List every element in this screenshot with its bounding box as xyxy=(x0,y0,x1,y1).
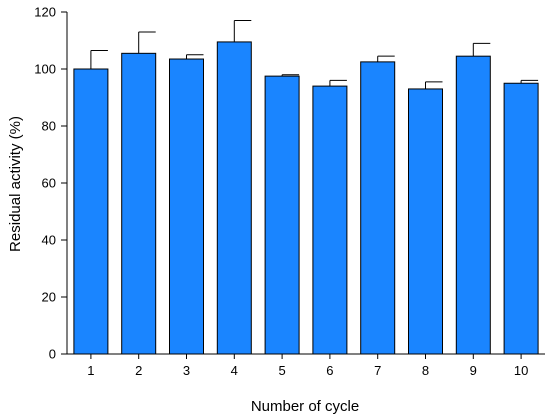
bar xyxy=(408,88,443,355)
x-tick-label: 2 xyxy=(135,363,142,378)
error-bars-group xyxy=(90,20,539,89)
y-axis-title: Residual activity (%) xyxy=(7,116,24,252)
x-tick-label: 1 xyxy=(87,363,94,378)
x-tick-label: 3 xyxy=(183,363,190,378)
y-tick-label: 120 xyxy=(34,5,56,20)
x-tick-label: 7 xyxy=(374,363,381,378)
bars-group xyxy=(73,41,539,355)
bar xyxy=(312,85,348,355)
x-tick-label: 10 xyxy=(514,363,528,378)
x-tick-label: 8 xyxy=(422,363,429,378)
x-axis-title: Number of cycle xyxy=(251,398,359,415)
bar xyxy=(169,58,204,355)
x-tick-label: 5 xyxy=(278,363,285,378)
bar xyxy=(121,52,157,355)
x-tick-label: 6 xyxy=(326,363,333,378)
x-tick-label: 9 xyxy=(470,363,477,378)
bar xyxy=(455,55,491,355)
y-tick-label: 100 xyxy=(34,62,56,77)
bar xyxy=(73,68,109,355)
y-tick-label: 80 xyxy=(42,119,56,134)
x-tick-label: 4 xyxy=(231,363,238,378)
y-tick-label: 40 xyxy=(42,233,56,248)
bar xyxy=(216,41,252,355)
bar xyxy=(360,61,396,355)
bar xyxy=(503,82,539,355)
y-tick-label: 0 xyxy=(49,347,56,362)
bar xyxy=(264,75,300,355)
x-ticks-group: 1 2 3 4 5 6 7 8 9 10 xyxy=(87,354,528,378)
y-tick-label: 20 xyxy=(42,290,56,305)
y-ticks-group: 0 20 40 60 80 100 120 xyxy=(34,5,67,362)
y-tick-label: 60 xyxy=(42,176,56,191)
